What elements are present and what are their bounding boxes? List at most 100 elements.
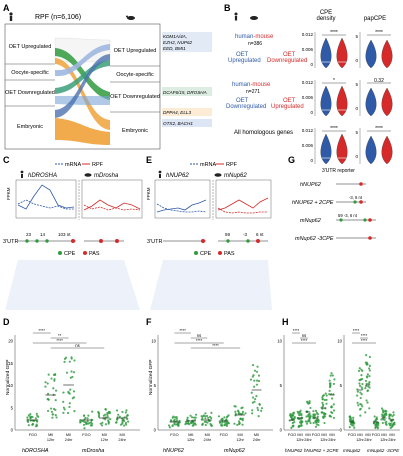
data-point [316,412,319,416]
data-point [392,411,395,414]
data-point [220,418,223,421]
data-point [73,359,76,362]
data-point [68,360,71,363]
data-point [217,415,220,418]
panel-d: D Normalized GFP hDROSHA mDrosha [3,317,104,454]
sig-label: ** [58,333,62,338]
data-point [175,417,178,420]
data-point [360,386,363,389]
data-point [350,417,353,420]
panel-c: C mRNA RPF hDROSHA mDrosha FPKM 3'UTR 23… [3,155,143,310]
data-point [356,394,359,397]
data-point [125,409,128,412]
gene-h-2: hNUP62 + 2CPE [304,448,340,453]
ylabel-c: FPKM [6,187,11,200]
violin [336,133,348,165]
sig-label: ns [197,333,201,338]
data-point [174,423,177,426]
data-point [44,385,47,388]
data-point [86,417,89,420]
gene-f-1: hNUP62 [163,448,184,454]
row2-left-1: OET [236,98,249,104]
sig-b1: * [333,78,335,84]
data-point [193,418,197,422]
ytick: 0 [340,428,343,433]
data-point [49,407,53,410]
data-point [167,424,171,427]
data-point [324,407,327,410]
data-point [328,389,331,392]
violin-plots: 0.012 0.006 0 5 0 **** **** 0.012 0.006 0 5 0 * 0.32 0… [302,30,393,165]
data-point [323,413,326,416]
data-point [195,413,198,416]
sig-label: **** [56,338,63,343]
x-tick: FGO [372,433,380,437]
data-point [321,398,324,401]
data-point [380,407,384,410]
data-point [361,377,364,381]
sig-b2: **** [375,30,383,36]
data-point [189,414,192,417]
data-point [296,410,299,413]
human-icon [20,170,24,178]
data-point [385,423,388,426]
data-point [100,424,103,427]
data-point [307,413,310,417]
data-point [325,394,328,397]
right-group-downregulated: OET Downregulated [110,94,160,100]
data-point [359,414,362,417]
data-point [204,423,207,427]
data-point [352,416,355,419]
data-point [357,404,360,407]
data-point [320,406,323,409]
ytick-b: 0.006 [302,47,314,52]
x-tick: MII [120,433,125,437]
data-point [366,373,369,376]
legend-pas-e: PAS [224,251,235,257]
data-point [366,401,369,404]
sig-label: **** [361,338,368,343]
panel-b: B CPE density papCPE human-mouse n=386 O… [224,3,393,165]
data-point [360,374,363,377]
data-point [297,417,301,420]
data-point [323,421,326,425]
gene-labels: KDM1A/4A, EZH2, NUP62 EED, BMI1 DCAF6/15… [162,32,212,127]
data-point [225,418,228,422]
utr-label-c: 3'UTR [3,239,18,245]
data-point [307,419,310,422]
data-point [194,416,197,419]
data-point [254,397,257,401]
data-point [352,418,355,422]
data-point [375,425,378,428]
left-group-upregulated: OET Upregulated [9,44,52,50]
data-point [223,416,226,419]
gene-f-2: mNup62 [224,448,245,454]
data-point [312,410,315,413]
data-point [292,425,295,428]
data-point [389,423,392,426]
data-point [356,401,359,404]
data-point [46,409,50,413]
data-point [73,410,76,413]
panel-a-letter: A [3,3,10,13]
gene-d-2: mDrosha [82,448,104,454]
data-point [332,403,335,406]
row2-left-2: Downregulated [226,104,266,110]
x-tick: FGO [348,433,356,437]
legend-cpe-c: CPE [64,251,76,257]
data-point [299,419,303,422]
sig-label: ns [75,343,79,348]
data-point [293,420,296,424]
data-point [388,417,391,420]
left-groups: OET Upregulated Oocyte-specific OET Down… [5,44,55,130]
data-point [309,421,312,425]
ytick-b: 0 [310,110,313,115]
data-point [192,424,195,427]
data-point [238,422,241,425]
ytick-b2: 5 [355,130,358,135]
data-point [241,410,245,413]
data-point [173,416,177,419]
data-point [251,364,255,367]
data-point [348,426,351,429]
gene-label-4: OTX2, BACH1 [163,121,193,126]
